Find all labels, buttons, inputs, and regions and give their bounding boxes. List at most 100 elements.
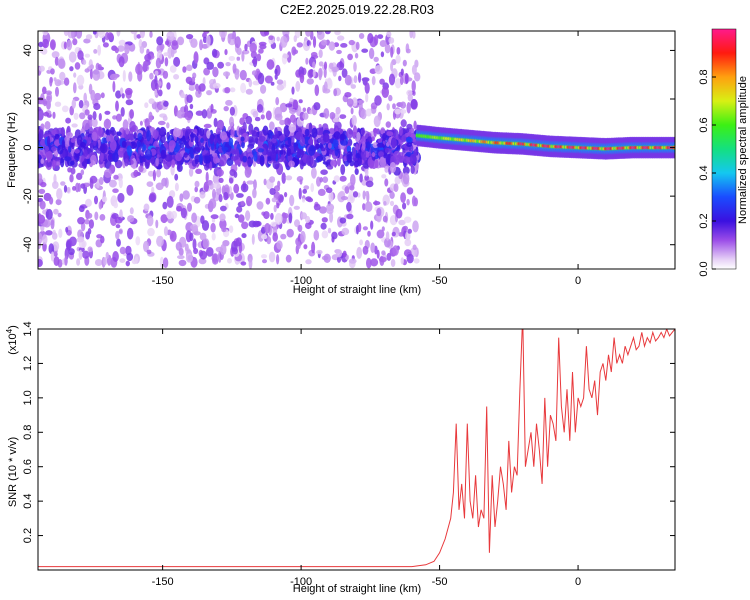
heatmap-cell — [302, 188, 308, 194]
heatmap-cell — [402, 59, 407, 67]
heatmap-cell — [87, 114, 93, 120]
heatmap-cell — [270, 221, 277, 227]
heatmap-cell — [144, 54, 152, 62]
snr-y-tick-label: 0.8 — [22, 425, 34, 440]
heatmap-cell — [365, 93, 369, 103]
heatmap-cell — [84, 68, 90, 73]
snr-y-multiplier: (x104) — [5, 325, 19, 355]
heatmap-cell — [306, 78, 314, 85]
heatmap-cell — [246, 180, 255, 185]
heatmap-cell — [90, 154, 97, 166]
heatmap-cell — [391, 138, 397, 148]
colorbar-label: Normalized spectral amplitude — [737, 76, 749, 224]
heatmap-cell — [327, 227, 332, 234]
heatmap-cell — [389, 162, 397, 173]
heatmap-cell — [193, 53, 199, 64]
heatmap-cell — [70, 138, 76, 143]
heatmap-cell — [155, 157, 159, 167]
heatmap-cell — [160, 134, 166, 144]
heatmap-cell — [210, 214, 219, 220]
heatmap-cell — [211, 48, 218, 58]
heatmap-cell — [124, 158, 129, 167]
spectrogram-y-tick-label: 0 — [22, 145, 34, 151]
snr-x-tick-label: -150 — [152, 576, 174, 588]
heatmap-cell — [315, 127, 324, 136]
colorbar-tick-label: 0.4 — [698, 165, 710, 180]
heatmap-cell — [326, 165, 334, 170]
heatmap-cell — [209, 133, 214, 145]
heatmap-cell — [405, 136, 413, 143]
heatmap-cell — [229, 116, 234, 127]
heatmap-cell — [410, 165, 415, 174]
heatmap-cell — [400, 257, 404, 265]
heatmap-cell — [240, 82, 247, 94]
heatmap-cell — [43, 111, 50, 117]
heatmap-cell — [346, 98, 354, 107]
heatmap-cell — [100, 92, 105, 99]
heatmap-cell — [101, 144, 106, 151]
heatmap-cell — [398, 126, 403, 136]
heatmap-cell — [333, 131, 341, 140]
heatmap-cell — [56, 188, 63, 200]
heatmap-cell — [173, 74, 180, 80]
heatmap-cell — [313, 102, 321, 111]
heatmap-cell — [170, 48, 177, 54]
heatmap-cell — [126, 252, 134, 262]
heatmap-cell — [117, 192, 125, 203]
heatmap-cell — [320, 169, 328, 175]
heatmap-cell — [340, 140, 348, 146]
heatmap-cell — [402, 166, 410, 175]
heatmap-cell — [129, 121, 136, 133]
heatmap-cell — [80, 141, 86, 148]
heatmap-cell — [55, 86, 59, 97]
heatmap-cell — [263, 211, 270, 220]
snr-series-line — [38, 329, 675, 568]
heatmap-cell — [195, 168, 203, 174]
heatmap-cell — [103, 257, 107, 266]
heatmap-cell — [240, 183, 249, 193]
heatmap-cell — [176, 109, 185, 119]
heatmap-cell — [195, 110, 204, 116]
heatmap-cell — [274, 127, 278, 137]
heatmap-cell — [274, 68, 278, 75]
heatmap-cell — [240, 136, 245, 142]
heatmap-cell — [157, 120, 166, 126]
heatmap-cell — [261, 143, 269, 156]
heatmap-cell — [402, 172, 410, 185]
heatmap-cell — [314, 84, 320, 97]
heatmap-cell — [121, 140, 127, 148]
heatmap-cell — [388, 94, 393, 102]
heatmap-cell — [246, 158, 254, 166]
heatmap-cell — [252, 110, 259, 118]
heatmap-cell — [400, 76, 404, 85]
heatmap-cell — [364, 174, 370, 181]
heatmap-cell — [333, 175, 340, 183]
heatmap-cell — [139, 45, 145, 54]
heatmap-cell — [76, 258, 81, 266]
heatmap-cell — [291, 46, 297, 56]
heatmap-cell — [148, 98, 155, 105]
heatmap-cell — [320, 147, 326, 152]
heatmap-cell — [377, 34, 384, 39]
heatmap-cell — [138, 165, 144, 173]
spectrogram-heatmap — [38, 31, 675, 269]
heatmap-cell — [241, 51, 245, 62]
heatmap-cell — [87, 228, 92, 235]
heatmap-cell — [141, 157, 146, 162]
heatmap-cell — [362, 245, 369, 255]
heatmap-cell — [385, 153, 391, 165]
heatmap-cell — [112, 80, 116, 93]
snr-multiplier-close: ) — [7, 325, 19, 329]
heatmap-cell — [74, 62, 81, 70]
heatmap-cell — [154, 88, 158, 96]
heatmap-cell — [322, 176, 329, 183]
heatmap-cell — [318, 49, 323, 58]
heatmap-cell — [89, 68, 93, 80]
heatmap-cell — [316, 249, 323, 255]
heatmap-cell — [173, 56, 181, 67]
heatmap-cell — [374, 95, 382, 106]
heatmap-cell — [175, 152, 183, 162]
heatmap-cell — [57, 212, 62, 218]
heatmap-cell — [253, 151, 258, 162]
heatmap-cell — [142, 144, 147, 151]
